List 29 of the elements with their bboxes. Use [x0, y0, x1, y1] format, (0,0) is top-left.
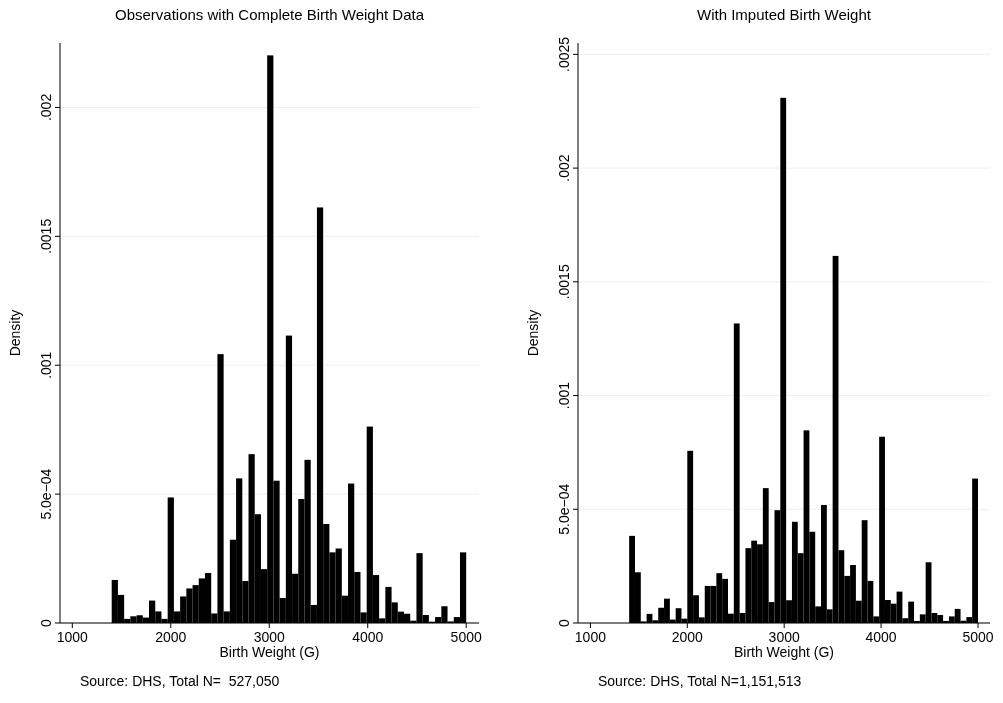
y-tick-label: .001: [38, 351, 54, 379]
y-axis-title: Density: [525, 309, 541, 357]
y-tick-label: 0: [38, 618, 54, 627]
x-tick-label: 5000: [450, 629, 482, 645]
x-tick-label: 4000: [865, 629, 897, 645]
y-tick-label: .001: [556, 381, 572, 410]
y-tick-label: .0025: [556, 36, 572, 72]
chart-title: With Imputed Birth Weight: [697, 6, 872, 23]
y-tick-label: .002: [556, 154, 572, 182]
x-tick-label: 2000: [155, 629, 187, 645]
y-tick-label: 0: [556, 618, 572, 627]
source-note: Source: DHS, Total N= 527,050: [80, 673, 280, 689]
y-tick-label: 5.0e−04: [556, 483, 572, 535]
x-axis-title: Birth Weight (G): [733, 644, 835, 660]
x-axis-title: Birth Weight (G): [219, 644, 320, 660]
x-tick-label: 1000: [56, 629, 89, 645]
chart-title: Observations with Complete Birth Weight Data: [114, 6, 425, 23]
x-tick-label: 1000: [574, 629, 607, 645]
y-axis-title: Density: [7, 309, 23, 357]
x-tick-label: 3000: [253, 629, 286, 645]
y-tick-label: .002: [38, 93, 54, 122]
x-tick-label: 4000: [352, 629, 384, 645]
source-note: Source: DHS, Total N=1,151,513: [598, 673, 802, 689]
y-tick-label: 5.0e−04: [38, 468, 54, 520]
y-tick-label: .0015: [38, 218, 54, 254]
x-tick-label: 5000: [962, 629, 994, 645]
x-tick-label: 3000: [768, 629, 800, 645]
x-tick-label: 2000: [671, 629, 704, 645]
y-tick-label: .0015: [556, 264, 572, 300]
